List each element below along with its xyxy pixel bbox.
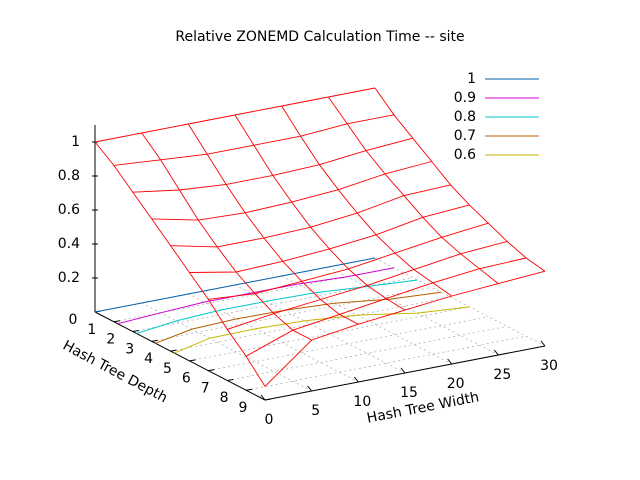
surface-column <box>94 141 266 387</box>
x-tick <box>113 320 120 323</box>
grid-line <box>374 257 546 347</box>
chart-title: Relative ZONEMD Calculation Time -- site <box>175 29 464 45</box>
x-tick <box>170 349 177 352</box>
surface-column <box>141 132 312 341</box>
y-tick <box>493 349 499 356</box>
z-tick-label: 0.4 <box>58 236 80 252</box>
grid-line <box>234 284 406 374</box>
x-tick-label: 0 <box>69 312 78 328</box>
x-tick-label: 6 <box>182 371 191 387</box>
y-tick <box>353 376 359 383</box>
surface-column <box>281 105 452 297</box>
x-tick-label: 2 <box>106 332 115 348</box>
x-tick <box>151 339 158 342</box>
y-tick-label: 20 <box>447 376 465 392</box>
legend-label: 1 <box>467 71 476 87</box>
x-axis <box>94 311 266 401</box>
y-tick <box>307 385 313 392</box>
x-tick <box>227 378 234 381</box>
x-tick-label: 3 <box>125 341 134 357</box>
x-tick-label: 7 <box>201 380 210 396</box>
surface-column <box>234 114 406 311</box>
contour-line <box>117 267 394 325</box>
y-tick-label: 0 <box>265 412 274 428</box>
x-tick <box>132 330 139 333</box>
surface-column <box>327 96 499 284</box>
z-tick-label: 0.8 <box>58 168 80 184</box>
y-tick <box>447 358 453 365</box>
legend-label: 0.9 <box>454 90 476 106</box>
x-tick <box>189 359 196 362</box>
surface-column <box>187 123 359 325</box>
y-tick-label: 5 <box>311 403 320 419</box>
y-tick-label: 30 <box>540 358 558 374</box>
grid-line <box>281 275 452 365</box>
z-tick-label: 0.6 <box>58 202 80 218</box>
contour-line <box>174 306 470 354</box>
x-tick-label: 9 <box>239 400 248 416</box>
x-tick-label: 1 <box>87 322 96 338</box>
y-tick <box>540 340 546 347</box>
grid-line <box>328 266 499 356</box>
x-tick <box>246 388 253 391</box>
x-tick-label: 4 <box>144 351 153 367</box>
contour-line <box>136 279 418 334</box>
legend-label: 0.8 <box>454 109 476 125</box>
legend-label: 0.7 <box>454 128 476 144</box>
contour-line <box>94 257 376 313</box>
x-tick <box>264 398 272 401</box>
y-tick <box>400 367 406 374</box>
y-tick-label: 10 <box>353 394 371 410</box>
z-tick-label: 1 <box>71 134 80 150</box>
legend-label: 0.6 <box>454 147 476 163</box>
x-tick <box>208 369 215 372</box>
grid-line <box>188 293 359 383</box>
x-tick-label: 5 <box>163 361 172 377</box>
surface-column <box>374 87 546 272</box>
y-tick-label: 25 <box>493 367 511 383</box>
z-tick-label: 0.2 <box>58 270 80 286</box>
y-tick-label: 15 <box>400 385 418 401</box>
y-tick <box>260 394 266 401</box>
grid-line <box>141 302 312 392</box>
x-tick-label: 8 <box>220 390 229 406</box>
